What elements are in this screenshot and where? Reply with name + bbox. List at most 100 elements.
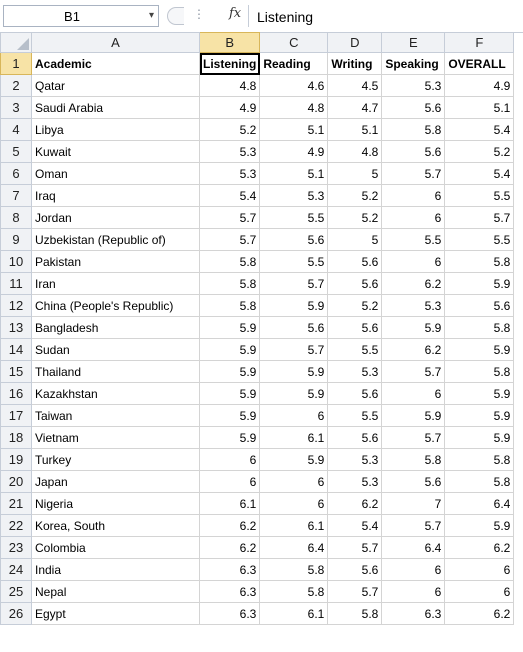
cell-listening[interactable]: 5.3	[198, 162, 261, 185]
cell-speaking[interactable]: 6	[381, 382, 446, 405]
cell-speaking[interactable]: 5.6	[381, 96, 446, 119]
cell-listening[interactable]: 5.8	[198, 272, 261, 295]
row-header-23[interactable]: 23	[0, 536, 32, 559]
header-cell-speaking[interactable]: Speaking	[381, 52, 446, 75]
cell-speaking[interactable]: 6.2	[381, 272, 446, 295]
cell-country[interactable]: India	[31, 558, 200, 581]
cell-overall[interactable]: 6.4	[444, 492, 515, 515]
cell-speaking[interactable]: 5.9	[381, 404, 446, 427]
cell-writing[interactable]: 5.4	[327, 514, 383, 537]
cell-speaking[interactable]: 5.7	[381, 426, 446, 449]
cell-country[interactable]: Oman	[31, 162, 200, 185]
cell-writing[interactable]: 5.5	[327, 404, 383, 427]
cell-country[interactable]: Thailand	[31, 360, 200, 383]
header-cell-writing[interactable]: Writing	[327, 52, 383, 75]
row-header-21[interactable]: 21	[0, 492, 32, 515]
cell-reading[interactable]: 6.1	[259, 602, 329, 625]
cell-speaking[interactable]: 6	[381, 580, 446, 603]
cell-writing[interactable]: 5.3	[327, 360, 383, 383]
header-cell-overall[interactable]: OVERALL	[444, 52, 515, 75]
cell-listening[interactable]: 6.3	[198, 580, 261, 603]
cell-reading[interactable]: 6	[259, 492, 329, 515]
cell-speaking[interactable]: 6	[381, 558, 446, 581]
row-header-3[interactable]: 3	[0, 96, 32, 119]
row-header-7[interactable]: 7	[0, 184, 32, 207]
cell-overall[interactable]: 5.8	[444, 470, 515, 493]
cell-overall[interactable]: 5.5	[444, 228, 515, 251]
row-header-2[interactable]: 2	[0, 74, 32, 97]
column-header-d[interactable]: D	[327, 32, 383, 53]
cell-listening[interactable]: 5.9	[198, 382, 261, 405]
cell-overall[interactable]: 4.9	[444, 74, 515, 97]
cell-overall[interactable]: 5.9	[444, 514, 515, 537]
cell-reading[interactable]: 5.1	[259, 162, 329, 185]
cell-country[interactable]: Nigeria	[31, 492, 200, 515]
cell-listening[interactable]: 5.2	[198, 118, 261, 141]
insert-function-icon[interactable]: fx	[229, 6, 241, 21]
cell-overall[interactable]: 6	[444, 558, 515, 581]
cell-writing[interactable]: 5.2	[327, 184, 383, 207]
column-header-c[interactable]: C	[259, 32, 329, 53]
cell-speaking[interactable]: 5.3	[381, 74, 446, 97]
row-header-20[interactable]: 20	[0, 470, 32, 493]
cell-reading[interactable]: 6.4	[259, 536, 329, 559]
cell-country[interactable]: Kazakhstan	[31, 382, 200, 405]
row-header-6[interactable]: 6	[0, 162, 32, 185]
cell-speaking[interactable]: 6	[381, 184, 446, 207]
cell-reading[interactable]: 4.8	[259, 96, 329, 119]
cell-listening[interactable]: 6.3	[198, 558, 261, 581]
cell-speaking[interactable]: 6.2	[381, 338, 446, 361]
cell-writing[interactable]: 5.2	[327, 294, 383, 317]
cell-speaking[interactable]: 6.4	[381, 536, 446, 559]
cell-reading[interactable]: 4.9	[259, 140, 329, 163]
cell-writing[interactable]: 5.7	[327, 536, 383, 559]
cell-overall[interactable]: 5.8	[444, 316, 515, 339]
cell-reading[interactable]: 5.1	[259, 118, 329, 141]
cell-speaking[interactable]: 5.7	[381, 162, 446, 185]
cell-listening[interactable]: 5.9	[198, 360, 261, 383]
column-header-a[interactable]: A	[31, 32, 200, 53]
cell-speaking[interactable]: 5.7	[381, 514, 446, 537]
row-header-8[interactable]: 8	[0, 206, 32, 229]
row-header-1[interactable]: 1	[0, 52, 32, 75]
cell-listening[interactable]: 6	[198, 470, 261, 493]
cell-overall[interactable]: 5.9	[444, 426, 515, 449]
cell-listening[interactable]: 6.3	[198, 602, 261, 625]
row-header-11[interactable]: 11	[0, 272, 32, 295]
cell-country[interactable]: Egypt	[31, 602, 200, 625]
cell-country[interactable]: Nepal	[31, 580, 200, 603]
cell-reading[interactable]: 6	[259, 470, 329, 493]
cell-listening[interactable]: 5.9	[198, 426, 261, 449]
header-cell-listening[interactable]: Listening	[198, 52, 261, 75]
cell-speaking[interactable]: 5.7	[381, 360, 446, 383]
cell-reading[interactable]: 5.5	[259, 250, 329, 273]
row-header-5[interactable]: 5	[0, 140, 32, 163]
cell-listening[interactable]: 5.8	[198, 294, 261, 317]
cell-overall[interactable]: 5.5	[444, 184, 515, 207]
cell-country[interactable]: China (People's Republic)	[31, 294, 200, 317]
cell-writing[interactable]: 5.6	[327, 382, 383, 405]
column-header-f[interactable]: F	[444, 32, 515, 53]
cell-overall[interactable]: 5.8	[444, 360, 515, 383]
cell-writing[interactable]: 4.5	[327, 74, 383, 97]
cell-writing[interactable]: 5	[327, 228, 383, 251]
cell-speaking[interactable]: 5.8	[381, 448, 446, 471]
name-box-dropdown-icon[interactable]: ▾	[148, 10, 154, 21]
cell-reading[interactable]: 5.7	[259, 338, 329, 361]
cell-country[interactable]: Korea, South	[31, 514, 200, 537]
cell-overall[interactable]: 6.2	[444, 602, 515, 625]
cell-listening[interactable]: 5.9	[198, 338, 261, 361]
cell-country[interactable]: Jordan	[31, 206, 200, 229]
row-header-24[interactable]: 24	[0, 558, 32, 581]
cell-reading[interactable]: 5.9	[259, 382, 329, 405]
cell-listening[interactable]: 6	[198, 448, 261, 471]
cell-speaking[interactable]: 5.3	[381, 294, 446, 317]
cell-speaking[interactable]: 6	[381, 206, 446, 229]
cell-country[interactable]: Qatar	[31, 74, 200, 97]
cell-writing[interactable]: 5.6	[327, 250, 383, 273]
cell-listening[interactable]: 5.7	[198, 206, 261, 229]
cell-country[interactable]: Japan	[31, 470, 200, 493]
cell-writing[interactable]: 5.3	[327, 470, 383, 493]
cell-overall[interactable]: 5.9	[444, 404, 515, 427]
row-header-17[interactable]: 17	[0, 404, 32, 427]
